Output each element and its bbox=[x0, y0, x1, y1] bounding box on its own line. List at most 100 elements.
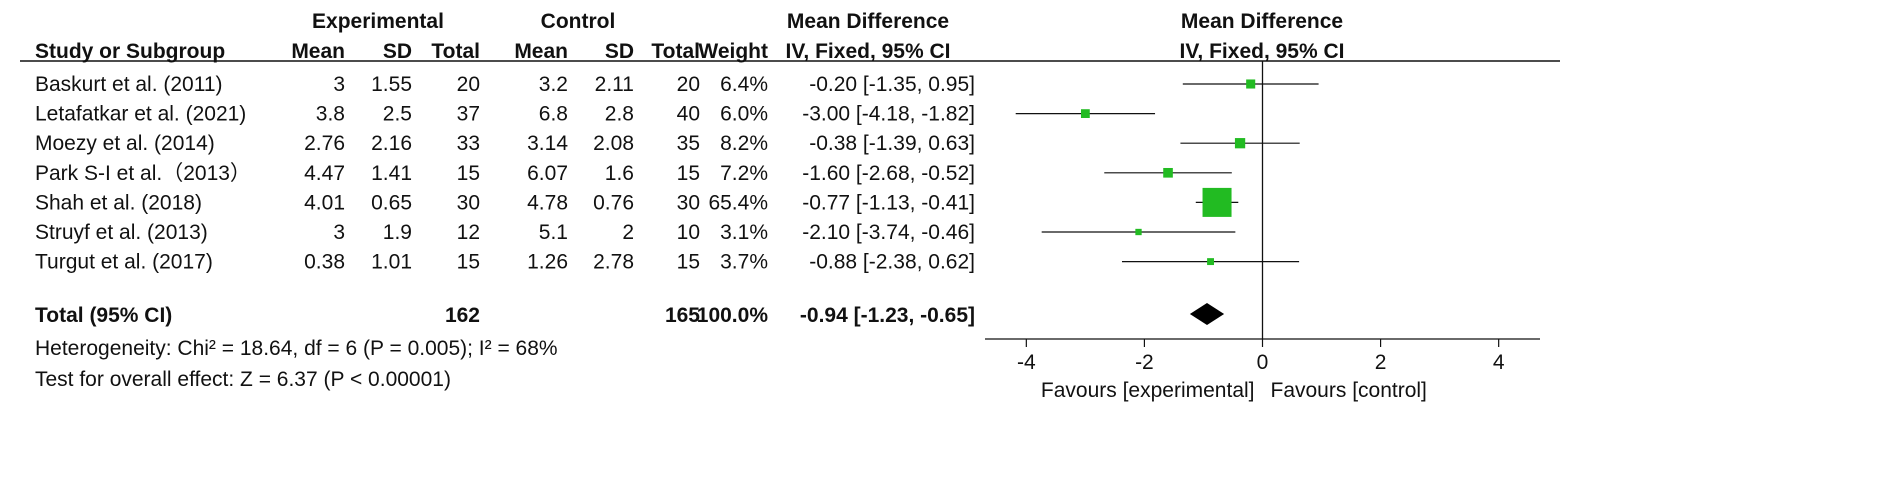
x-tick-label: 4 bbox=[1493, 351, 1505, 374]
study-weight: 7.2% bbox=[720, 162, 768, 185]
study-weight: 6.4% bbox=[720, 73, 768, 96]
study-total-control: 35 bbox=[677, 132, 700, 155]
study-sd-control: 2.78 bbox=[593, 251, 634, 274]
study-total-experimental: 30 bbox=[457, 191, 480, 214]
study-mean-control: 4.78 bbox=[527, 191, 568, 214]
study-total-control: 20 bbox=[677, 73, 700, 96]
study-mean-control: 5.1 bbox=[539, 221, 568, 244]
study-ci: -0.88 [-2.38, 0.62] bbox=[809, 251, 975, 274]
study-total-control: 40 bbox=[677, 103, 700, 126]
study-name: Moezy et al. (2014) bbox=[35, 132, 215, 155]
study-total-experimental: 20 bbox=[457, 73, 480, 96]
header-study: Study or Subgroup bbox=[35, 40, 225, 63]
study-name: Shah et al. (2018) bbox=[35, 191, 202, 214]
header-control: Control bbox=[541, 10, 616, 33]
study-total-control: 30 bbox=[677, 191, 700, 214]
heterogeneity-text: Heterogeneity: Chi² = 18.64, df = 6 (P =… bbox=[35, 337, 558, 360]
total-label: Total (95% CI) bbox=[35, 304, 172, 327]
study-ci: -1.60 [-2.68, -0.52] bbox=[802, 162, 975, 185]
study-sd-control: 2.11 bbox=[595, 73, 634, 96]
study-ci: -3.00 [-4.18, -1.82] bbox=[802, 103, 975, 126]
study-total-control: 15 bbox=[677, 251, 700, 274]
total-control: 165 bbox=[665, 304, 700, 327]
total-diamond bbox=[1189, 303, 1225, 325]
study-mean-control: 6.07 bbox=[527, 162, 568, 185]
study-mean-experimental: 0.38 bbox=[304, 251, 345, 274]
study-total-control: 10 bbox=[677, 221, 700, 244]
study-sd-control: 0.76 bbox=[593, 191, 634, 214]
study-name: Baskurt et al. (2011) bbox=[35, 73, 223, 96]
x-tick-label: 2 bbox=[1375, 351, 1387, 374]
x-tick-label: -4 bbox=[1017, 351, 1036, 374]
study-total-experimental: 12 bbox=[457, 221, 480, 244]
study-total-experimental: 33 bbox=[457, 132, 480, 155]
study-name: Park S-I et al.（2013） bbox=[35, 162, 251, 185]
study-point-square bbox=[1234, 138, 1246, 149]
study-mean-control: 1.26 bbox=[527, 251, 568, 274]
study-weight: 65.4% bbox=[708, 191, 768, 214]
study-sd-control: 2 bbox=[622, 221, 634, 244]
header-method-plot: IV, Fixed, 95% CI bbox=[1180, 40, 1345, 63]
header-sd-control: SD bbox=[605, 40, 634, 63]
study-point-square bbox=[1202, 187, 1232, 217]
study-mean-control: 3.14 bbox=[527, 132, 568, 155]
study-sd-experimental: 0.65 bbox=[371, 191, 412, 214]
study-sd-experimental: 2.16 bbox=[371, 132, 412, 155]
study-sd-experimental: 2.5 bbox=[383, 103, 412, 126]
x-tick-label: 0 bbox=[1257, 351, 1269, 374]
header-total-control: Total bbox=[651, 40, 700, 63]
study-mean-experimental: 3 bbox=[333, 73, 345, 96]
study-mean-experimental: 4.47 bbox=[304, 162, 345, 185]
study-sd-experimental: 1.41 bbox=[371, 162, 412, 185]
total-weight: 100.0% bbox=[697, 304, 769, 327]
study-sd-experimental: 1.55 bbox=[371, 73, 412, 96]
study-sd-control: 2.8 bbox=[605, 103, 634, 126]
header-method-table: IV, Fixed, 95% CI bbox=[786, 40, 951, 63]
study-point-square bbox=[1135, 228, 1142, 236]
overall-effect-text: Test for overall effect: Z = 6.37 (P < 0… bbox=[35, 368, 451, 391]
study-ci: -0.20 [-1.35, 0.95] bbox=[809, 73, 975, 96]
study-point-square bbox=[1163, 167, 1173, 178]
study-mean-experimental: 2.76 bbox=[304, 132, 345, 155]
header-weight: Weight bbox=[698, 40, 768, 63]
study-weight: 3.7% bbox=[720, 251, 768, 274]
study-mean-experimental: 4.01 bbox=[304, 191, 345, 214]
study-point-square bbox=[1246, 79, 1256, 89]
study-weight: 3.1% bbox=[720, 221, 768, 244]
study-sd-experimental: 1.01 bbox=[371, 251, 412, 274]
study-ci: -0.77 [-1.13, -0.41] bbox=[802, 191, 975, 214]
header-mean-control: Mean bbox=[514, 40, 568, 63]
study-name: Struyf et al. (2013) bbox=[35, 221, 208, 244]
study-ci: -0.38 [-1.39, 0.63] bbox=[809, 132, 975, 155]
study-weight: 8.2% bbox=[720, 132, 768, 155]
favours-experimental-label: Favours [experimental] bbox=[1041, 379, 1255, 402]
study-name: Letafatkar et al. (2021) bbox=[35, 103, 246, 126]
study-ci: -2.10 [-3.74, -0.46] bbox=[802, 221, 975, 244]
study-sd-control: 2.08 bbox=[593, 132, 634, 155]
header-mean-experimental: Mean bbox=[291, 40, 345, 63]
header-sd-experimental: SD bbox=[383, 40, 412, 63]
study-weight: 6.0% bbox=[720, 103, 768, 126]
header-experimental: Experimental bbox=[312, 10, 444, 33]
total-experimental: 162 bbox=[445, 304, 480, 327]
study-point-square bbox=[1207, 258, 1214, 266]
study-sd-control: 1.6 bbox=[605, 162, 634, 185]
study-point-square bbox=[1080, 109, 1090, 118]
favours-control-label: Favours [control] bbox=[1271, 379, 1427, 402]
study-mean-experimental: 3 bbox=[333, 221, 345, 244]
x-tick-label: -2 bbox=[1135, 351, 1154, 374]
study-total-experimental: 15 bbox=[457, 251, 480, 274]
header-total-experimental: Total bbox=[431, 40, 480, 63]
total-ci: -0.94 [-1.23, -0.65] bbox=[800, 304, 975, 327]
header-mean-difference-plot: Mean Difference bbox=[1181, 10, 1343, 33]
study-total-control: 15 bbox=[677, 162, 700, 185]
study-total-experimental: 15 bbox=[457, 162, 480, 185]
study-mean-experimental: 3.8 bbox=[316, 103, 345, 126]
study-total-experimental: 37 bbox=[457, 103, 480, 126]
study-name: Turgut et al. (2017) bbox=[35, 251, 213, 274]
study-mean-control: 3.2 bbox=[539, 73, 568, 96]
study-mean-control: 6.8 bbox=[539, 103, 568, 126]
header-mean-difference-table: Mean Difference bbox=[787, 10, 949, 33]
